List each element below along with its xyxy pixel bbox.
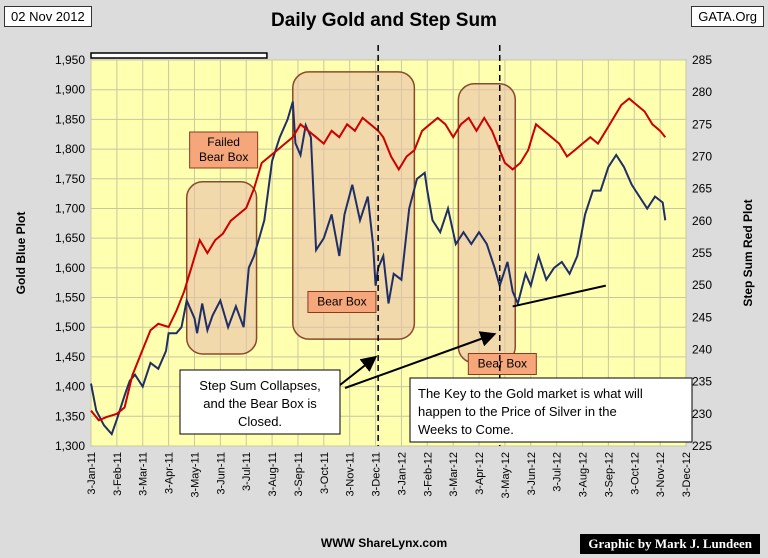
axes: 1,300 1,350 1,400 1,450 1,500 1,550 1,600 1,650… [55, 52, 712, 498]
y-tick-label-left: 1,550 [55, 291, 85, 305]
x-tick-label: 3-Sep-11 [293, 452, 305, 496]
bear-box-label-text: Bear Box [317, 295, 366, 309]
x-tick-label: 3-Jul-12 [552, 452, 564, 492]
y-tick-label-left: 1,950 [55, 53, 85, 67]
x-tick-label: 3-Aug-11 [267, 452, 279, 496]
x-tick-label: 3-Nov-11 [345, 452, 357, 496]
y-tick-label-left: 1,500 [55, 320, 85, 334]
x-tick-label: 3-Jan-12 [396, 452, 408, 495]
y-tick-label-right: 230 [692, 407, 712, 421]
y-axis-label-right: Step Sum Red Plot [741, 199, 755, 306]
y-tick-label-right: 250 [692, 278, 712, 292]
y-tick-label-right: 260 [692, 214, 712, 228]
series-lines [90, 97, 667, 437]
x-tick-label: 3-Dec-12 [681, 452, 693, 497]
y-tick-label-left: 1,300 [55, 439, 85, 453]
website-label: WWW ShareLynx.com [320, 536, 448, 550]
x-tick-label: 3-Oct-11 [319, 452, 331, 494]
x-tick-label: 3-Mar-11 [138, 452, 150, 496]
y-tick-label-left: 1,750 [55, 172, 85, 186]
x-tick-label: 3-Mar-12 [448, 452, 460, 497]
key-callout-text: The Key to the Gold market is what will [418, 386, 643, 401]
y-tick-label-left: 1,350 [55, 409, 85, 423]
y-tick-label-left: 1,850 [55, 112, 85, 126]
x-tick-label: 3-Apr-11 [164, 452, 176, 494]
step-sum-callout-text: Step Sum Collapses, [199, 378, 320, 393]
y-tick-label-right: 255 [692, 246, 712, 260]
x-tick-label: 3-May-12 [500, 452, 512, 498]
x-tick-label: 3-Feb-12 [422, 452, 434, 497]
failed-bear-box-label-text: Bear Box [199, 150, 248, 164]
y-axis-label-left: Gold Blue Plot [14, 212, 28, 295]
stepsum-series-line [90, 97, 667, 422]
y-tick-label-right: 270 [692, 150, 712, 164]
bear-box-label-bg [467, 353, 537, 375]
arrow [344, 331, 497, 389]
y-tick-label-left: 1,800 [55, 142, 85, 156]
range-bar [90, 52, 268, 59]
support-line [512, 284, 607, 308]
failed-bear-box-label-text: Failed [207, 135, 240, 149]
step-sum-callout-text: Closed. [238, 414, 282, 429]
y-tick-label-right: 235 [692, 375, 712, 389]
x-tick-label: 3-Jun-11 [215, 452, 227, 495]
failed-bear-box-label-bg [189, 131, 259, 169]
y-tick-label-right: 225 [692, 439, 712, 453]
key-callout-text: Weeks to Come. [418, 422, 514, 437]
y-tick-label-right: 285 [692, 53, 712, 67]
y-tick-label-left: 1,700 [55, 201, 85, 215]
x-tick-label: 3-Jan-11 [86, 452, 98, 495]
x-tick-label: 3-Nov-12 [655, 452, 667, 497]
x-tick-label: 3-Aug-12 [578, 452, 590, 497]
y-tick-label-left: 1,400 [55, 380, 85, 394]
y-tick-label-left: 1,450 [55, 350, 85, 364]
key-callout-text: happen to the Price of Silver in the [418, 404, 617, 419]
step-sum-callout-text: and the Bear Box is [203, 396, 317, 411]
y-tick-label-right: 275 [692, 117, 712, 131]
x-tick-label: 3-Dec-11 [371, 452, 383, 496]
y-tick-label-right: 280 [692, 85, 712, 99]
bear-box-label-text: Bear Box [478, 357, 527, 371]
x-tick-label: 3-Feb-11 [112, 452, 124, 496]
x-tick-label: 3-Sep-12 [603, 452, 615, 497]
credit-label: Graphic by Mark J. Lundeen [580, 534, 760, 554]
key-callout-box [409, 377, 693, 443]
chart-title: Daily Gold and Step Sum [271, 10, 497, 31]
x-tick-label: 3-May-11 [189, 452, 201, 498]
y-tick-label-left: 1,600 [55, 261, 85, 275]
bear-box-label-bg [307, 291, 377, 313]
y-tick-label-right: 240 [692, 343, 712, 357]
gold-series-line [90, 101, 667, 437]
source-label: GATA.Org [691, 6, 764, 27]
y-tick-label-left: 1,900 [55, 83, 85, 97]
x-tick-label: 3-Jun-12 [526, 452, 538, 495]
x-tick-label: 3-Jul-11 [241, 452, 253, 491]
step-sum-callout-box [179, 369, 341, 435]
x-tick-label: 3-Oct-12 [629, 452, 641, 495]
y-tick-label-right: 245 [692, 310, 712, 324]
y-tick-label-right: 265 [692, 182, 712, 196]
x-tick-label: 3-Apr-12 [474, 452, 486, 495]
arrow [339, 355, 378, 386]
date-label: 02 Nov 2012 [4, 6, 92, 27]
bear-box [457, 83, 517, 364]
y-tick-label-left: 1,650 [55, 231, 85, 245]
